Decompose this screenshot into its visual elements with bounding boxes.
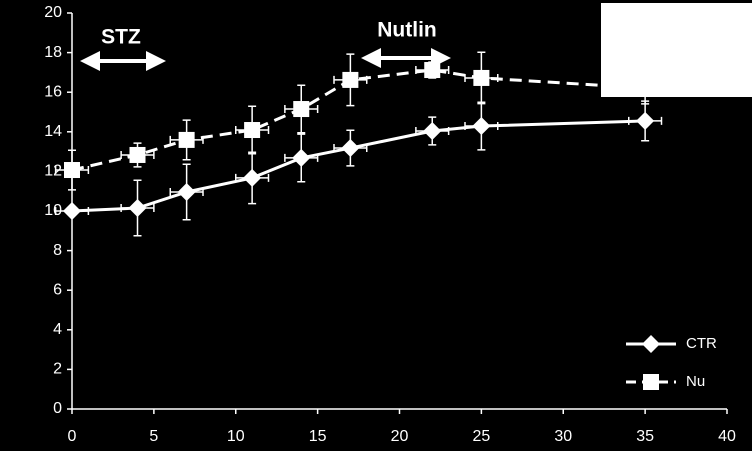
marker-diamond <box>128 199 147 218</box>
y-tick-label: 18 <box>44 44 62 61</box>
x-tick-label: 25 <box>472 428 490 445</box>
legend-label: CTR <box>686 335 717 352</box>
marker-diamond <box>63 202 81 220</box>
series-line <box>71 68 646 172</box>
y-tick-label: 10 <box>44 202 62 219</box>
x-tick-label: 5 <box>149 428 158 445</box>
marker-square <box>178 131 195 148</box>
y-tick-label: 14 <box>44 123 62 140</box>
y-tick-label: 12 <box>44 163 62 180</box>
x-tick-label: 40 <box>718 428 736 445</box>
legend-label: Nu <box>686 373 705 390</box>
y-tick-label: 16 <box>44 83 62 100</box>
marker-diamond <box>423 122 442 141</box>
x-tick-label: 0 <box>68 428 77 445</box>
marker-square <box>473 69 490 86</box>
x-tick-label: 10 <box>227 428 245 445</box>
marker-diamond <box>341 139 360 158</box>
marker-diamond <box>243 168 262 187</box>
y-tick-label: 20 <box>44 4 62 21</box>
marker-diamond <box>642 335 660 353</box>
marker-square <box>129 146 146 163</box>
x-tick-label: 20 <box>391 428 409 445</box>
y-tick-label: 8 <box>53 242 62 259</box>
annotation: Nutlin <box>377 19 436 42</box>
y-tick-label: 6 <box>53 281 62 298</box>
marker-diamond <box>472 117 491 136</box>
annotation: STZ <box>101 26 141 49</box>
marker-square <box>643 374 659 390</box>
marker-diamond <box>292 148 311 167</box>
x-tick-label: 15 <box>309 428 327 445</box>
marker-square <box>424 62 441 79</box>
marker-square <box>64 162 80 179</box>
x-tick-label: 35 <box>636 428 654 445</box>
marker-diamond <box>177 182 196 201</box>
cover-box <box>601 3 752 97</box>
marker-square <box>342 71 359 88</box>
marker-square <box>244 122 261 139</box>
x-tick-label: 30 <box>554 428 572 445</box>
marker-square <box>293 101 310 118</box>
series-line <box>71 119 646 213</box>
y-tick-label: 4 <box>53 321 62 338</box>
y-tick-label: 2 <box>53 361 62 378</box>
marker-diamond <box>636 111 655 130</box>
y-tick-label: 0 <box>53 400 62 417</box>
